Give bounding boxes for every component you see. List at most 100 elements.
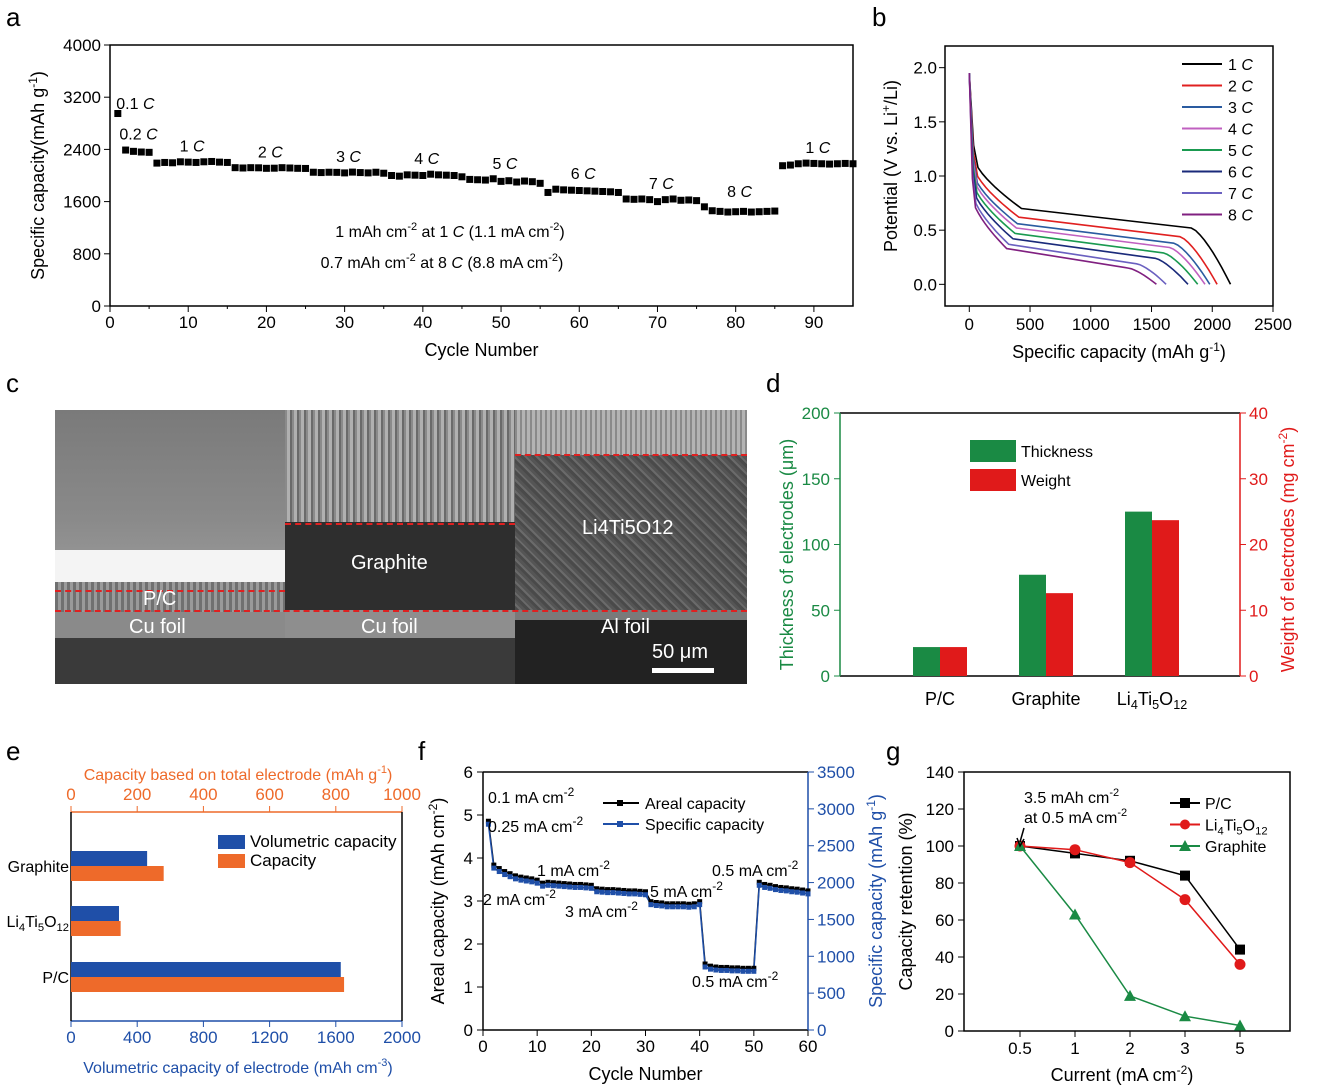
legend-label-capacity: Capacity — [250, 851, 317, 870]
data-point-a — [536, 179, 544, 187]
data-point-g — [1069, 844, 1081, 856]
bar-thickness-d — [913, 647, 940, 676]
y2-tick-label-f: 2000 — [817, 874, 855, 893]
y-axis-label-g: Capacity retention (%) — [896, 812, 916, 990]
data-point-a — [458, 173, 466, 181]
data-point-a — [810, 159, 818, 167]
data-point-specific — [567, 884, 573, 890]
bar-volumetric-e — [71, 906, 119, 921]
data-point-areal — [686, 901, 692, 907]
y-tick-label-b: 1.5 — [913, 113, 937, 132]
x-tick-label-g: 0.5 — [1008, 1039, 1032, 1058]
data-point-specific — [540, 883, 546, 889]
data-point-specific — [729, 968, 735, 974]
y-tick-label-d: 50 — [811, 601, 830, 620]
data-point-a — [607, 188, 615, 196]
data-point-areal — [523, 875, 529, 881]
plot-frame-a — [109, 44, 854, 307]
data-point-specific — [778, 887, 784, 893]
x2-tick-label-e: 600 — [255, 785, 283, 804]
x-axis-label-e: Volumetric capacity of electrode (mAh cm… — [83, 1057, 392, 1077]
data-point-g — [1234, 1019, 1246, 1031]
data-point-specific — [670, 904, 676, 910]
bar-capacity-e — [71, 977, 345, 992]
data-point-areal — [637, 888, 643, 894]
data-point-a — [223, 158, 231, 166]
bar-weight-d — [940, 647, 967, 676]
legend-label-g: P/C — [1205, 796, 1232, 813]
data-point-areal — [594, 886, 600, 892]
x-tick-label-a: 20 — [257, 313, 276, 332]
series-line-b — [968, 73, 1199, 285]
data-point-a — [763, 207, 771, 215]
y2-tick-label-f: 1500 — [817, 910, 855, 929]
bar-weight-d — [1046, 593, 1073, 676]
data-point-a — [755, 208, 763, 216]
data-point-areal — [805, 888, 811, 894]
legend-swatch-thickness — [970, 440, 1016, 462]
y-tick-label-b: 2.0 — [913, 59, 937, 78]
data-point-a — [278, 164, 286, 172]
x-tick-label-g: 1 — [1070, 1039, 1079, 1058]
y2-tick-label-f: 2500 — [817, 837, 855, 856]
data-point-specific — [626, 891, 632, 897]
x-tick-label-a: 30 — [335, 313, 354, 332]
legend-marker-g — [1180, 819, 1190, 830]
y2-tick-label-d: 30 — [1249, 470, 1268, 489]
data-point-specific — [653, 903, 659, 909]
data-point-areal — [751, 965, 757, 971]
x2-tick-label-e: 1000 — [383, 785, 421, 804]
data-point-areal — [794, 886, 800, 892]
legend-label-b: 4 C — [1228, 122, 1253, 139]
segment-label-a: 5 C — [493, 156, 518, 173]
data-point-areal — [648, 899, 654, 905]
data-point-a — [153, 159, 161, 167]
x-tick-label-e: 400 — [123, 1028, 151, 1047]
data-point-areal — [697, 899, 703, 905]
y-tick-label-g: 20 — [935, 985, 954, 1004]
x-tick-label-f: 30 — [636, 1037, 655, 1056]
chart-g: 0.5 1 2 3 5 0 20 40 60 80 100 120 140 Current (mA cm-… — [896, 763, 1291, 1085]
y-tick-label-a: 4000 — [63, 36, 101, 55]
data-point-areal — [605, 887, 611, 893]
data-point-a — [325, 168, 333, 176]
data-point-areal — [507, 871, 513, 877]
data-point-a — [661, 196, 669, 204]
graphite-label: Graphite — [351, 552, 428, 574]
data-point-areal — [534, 877, 540, 883]
chart-a: 0 10 20 30 40 50 60 70 80 90 0 800 1600 2400 3200 4000 C… — [26, 36, 857, 360]
data-point-specific — [800, 890, 806, 896]
data-point-a — [700, 203, 708, 211]
data-point-areal — [496, 866, 502, 872]
data-point-areal — [540, 880, 546, 886]
x-tick-label-f: 40 — [690, 1037, 709, 1056]
data-point-a — [818, 160, 826, 168]
data-point-g — [1069, 908, 1081, 920]
x-tick-label-e: 0 — [66, 1028, 75, 1047]
legend-label-b: 8 C — [1228, 208, 1253, 225]
data-point-specific — [610, 890, 616, 896]
data-point-specific — [599, 889, 605, 895]
x-tick-label-g: 2 — [1125, 1039, 1134, 1058]
data-point-areal — [664, 901, 670, 907]
data-point-a — [481, 176, 489, 184]
chart-e: 0 400 800 1200 1600 2000 0 200 400 600 800 1000 Volu… — [6, 764, 420, 1077]
series-line-b — [968, 73, 1218, 285]
data-point-a — [434, 171, 442, 179]
x-tick-label-d: Li4Ti5O12 — [1117, 689, 1187, 712]
data-point-a — [419, 172, 427, 179]
data-point-a — [262, 164, 270, 172]
data-point-areal — [691, 901, 697, 907]
y2-tick-label-f: 3500 — [817, 763, 855, 782]
lto-label: Li4Ti5O12 — [582, 517, 674, 539]
x-tick-label-a: 10 — [179, 313, 198, 332]
data-point-specific — [745, 968, 751, 974]
y-tick-label-d: 200 — [802, 404, 830, 423]
x-tick-label-b: 1000 — [1072, 315, 1110, 334]
scale-label: 50 μm — [652, 641, 708, 663]
data-point-specific — [632, 891, 638, 897]
data-point-areal — [545, 879, 551, 885]
x-tick-label-d: P/C — [925, 689, 955, 709]
data-point-areal — [762, 881, 768, 887]
y2-tick-label-f: 3000 — [817, 800, 855, 819]
